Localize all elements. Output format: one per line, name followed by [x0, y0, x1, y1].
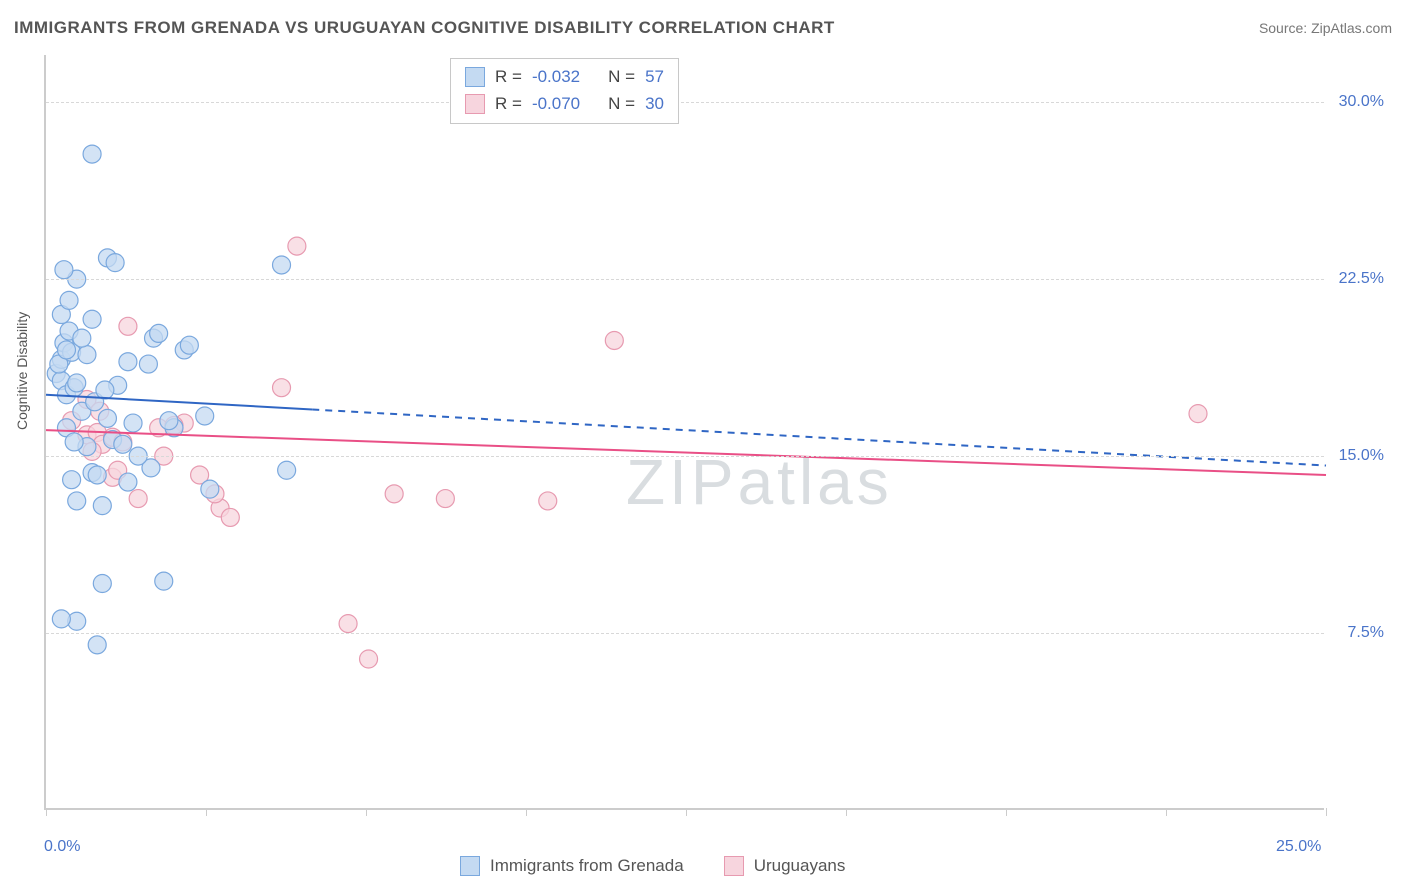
- x-tick: [1166, 808, 1167, 816]
- r-label: R =: [495, 63, 522, 90]
- stats-legend-row: R = -0.070 N = 30: [465, 90, 664, 117]
- x-tick: [366, 808, 367, 816]
- gridline: [46, 102, 1324, 103]
- legend-swatch: [724, 856, 744, 876]
- y-tick-label: 15.0%: [1339, 447, 1384, 465]
- x-axis-tick-label: 25.0%: [1276, 838, 1321, 856]
- r-value: -0.070: [532, 90, 580, 117]
- x-tick: [46, 808, 47, 816]
- x-tick: [526, 808, 527, 816]
- regression-line: [46, 430, 1326, 475]
- n-label: N =: [608, 63, 635, 90]
- legend-swatch: [465, 94, 485, 114]
- gridline: [46, 456, 1324, 457]
- gridline: [46, 279, 1324, 280]
- bottom-legend: Immigrants from Grenada Uruguayans: [460, 856, 845, 876]
- legend-item: Immigrants from Grenada: [460, 856, 684, 876]
- chart-svg: [46, 55, 1324, 808]
- x-tick: [206, 808, 207, 816]
- chart-title: IMMIGRANTS FROM GRENADA VS URUGUAYAN COG…: [14, 18, 835, 38]
- y-tick-label: 22.5%: [1339, 270, 1384, 288]
- legend-item: Uruguayans: [724, 856, 846, 876]
- n-value: 57: [645, 63, 664, 90]
- x-tick: [1006, 808, 1007, 816]
- legend-swatch: [460, 856, 480, 876]
- stats-legend: R = -0.032 N = 57 R = -0.070 N = 30: [450, 58, 679, 124]
- legend-label: Immigrants from Grenada: [490, 856, 684, 876]
- chart-container: IMMIGRANTS FROM GRENADA VS URUGUAYAN COG…: [0, 0, 1406, 892]
- legend-swatch: [465, 67, 485, 87]
- r-value: -0.032: [532, 63, 580, 90]
- plot-area: ZIPatlas: [44, 55, 1324, 810]
- legend-label: Uruguayans: [754, 856, 846, 876]
- x-tick: [686, 808, 687, 816]
- y-axis-label: Cognitive Disability: [14, 312, 30, 430]
- x-tick: [846, 808, 847, 816]
- x-axis-tick-label: 0.0%: [44, 838, 80, 856]
- n-value: 30: [645, 90, 664, 117]
- x-tick: [1326, 808, 1327, 816]
- header: IMMIGRANTS FROM GRENADA VS URUGUAYAN COG…: [14, 18, 1392, 38]
- y-tick-label: 7.5%: [1348, 624, 1384, 642]
- n-label: N =: [608, 90, 635, 117]
- source-label: Source: ZipAtlas.com: [1259, 20, 1392, 36]
- stats-legend-row: R = -0.032 N = 57: [465, 63, 664, 90]
- gridline: [46, 633, 1324, 634]
- y-tick-label: 30.0%: [1339, 93, 1384, 111]
- r-label: R =: [495, 90, 522, 117]
